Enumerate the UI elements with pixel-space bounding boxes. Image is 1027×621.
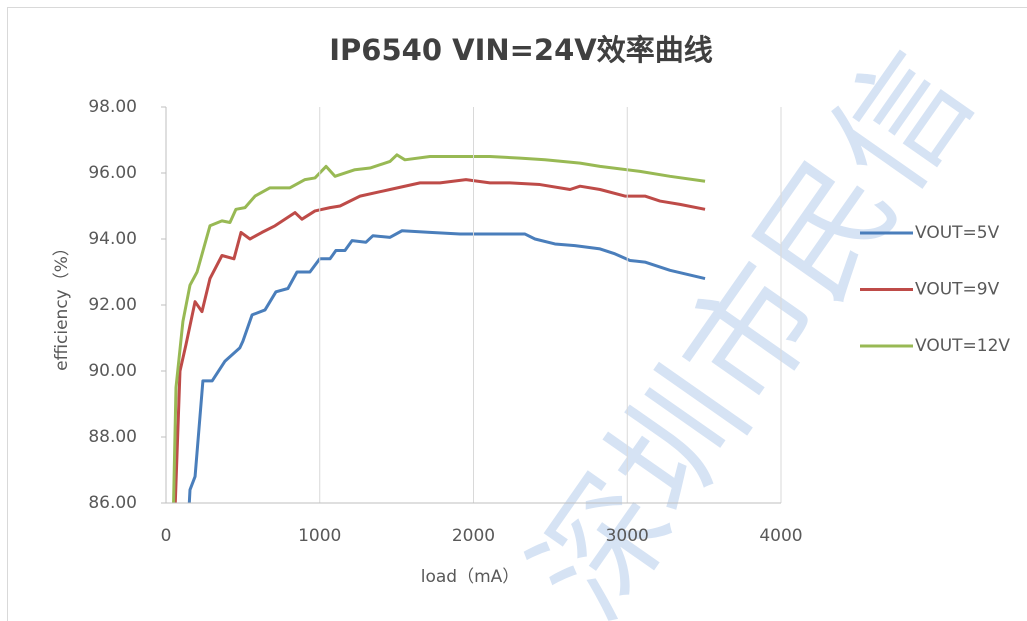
legend-label: VOUT=12V — [915, 336, 1010, 356]
series-line — [187, 229, 706, 503]
x-axis-label: load（mA） — [421, 567, 520, 587]
series-line — [172, 153, 706, 503]
legend-label: VOUT=5V — [915, 223, 1000, 243]
y-axis-label: efficiency（%） — [52, 239, 72, 371]
series-line — [173, 178, 706, 503]
y-tick-label: 86.00 — [88, 493, 137, 513]
plot-area — [172, 153, 706, 503]
y-tick-label: 92.00 — [88, 295, 137, 315]
y-tick-label: 88.00 — [88, 427, 137, 447]
chart-title: IP6540 VIN=24V效率曲线 — [329, 33, 712, 67]
y-tick-label: 98.00 — [88, 97, 137, 117]
x-tick-label: 1000 — [298, 526, 341, 546]
series-group — [172, 153, 706, 503]
y-tick-label: 94.00 — [88, 229, 137, 249]
x-tick-label: 4000 — [759, 526, 802, 546]
chart-frame — [7, 7, 1027, 621]
x-tick-label: 2000 — [452, 526, 495, 546]
x-tick-label: 3000 — [606, 526, 649, 546]
y-tick-label: 90.00 — [88, 361, 137, 381]
legend-label: VOUT=9V — [915, 280, 1000, 300]
y-tick-label: 96.00 — [88, 163, 137, 183]
x-tick-label: 0 — [161, 526, 172, 546]
